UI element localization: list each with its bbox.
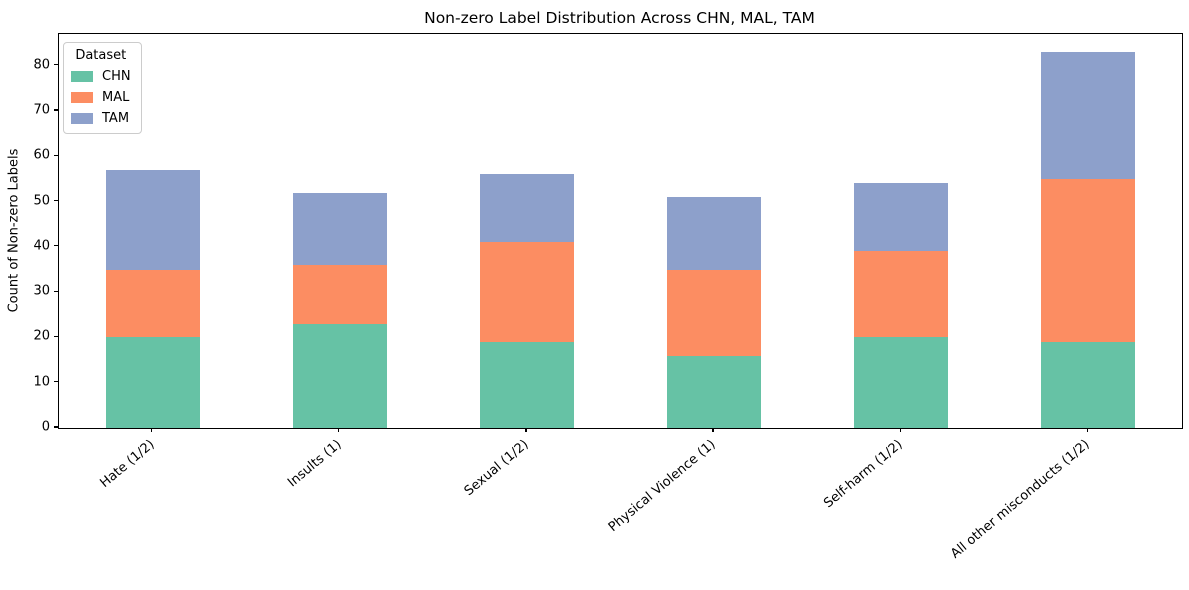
bar-segment-mal-0 [105, 269, 200, 338]
y-tick-mark [54, 335, 58, 337]
y-tick-label: 0 [41, 419, 50, 435]
bar-segment-mal-4 [854, 251, 949, 338]
x-tick-label: Sexual (1/2) [461, 437, 532, 500]
bar-segment-chn-5 [1041, 341, 1136, 428]
y-tick-mark [54, 199, 58, 202]
plot-area [58, 33, 1183, 429]
bar-segment-tam-3 [667, 197, 762, 270]
x-tick-label: Hate (1/2) [96, 437, 158, 491]
y-tick-mark [54, 381, 58, 383]
legend-item-mal: MAL [71, 90, 131, 105]
y-tick-mark [54, 109, 58, 111]
y-tick-mark [54, 154, 58, 156]
x-tick-mark [338, 428, 340, 432]
y-axis-label: Count of Non-zero Labels [6, 148, 22, 313]
legend: Dataset CHN MAL TAM [63, 42, 142, 134]
y-tick-label: 60 [33, 147, 50, 163]
legend-label: TAM [102, 111, 130, 126]
legend-items: CHN MAL TAM [71, 69, 131, 126]
y-tick-label: 70 [33, 102, 50, 118]
y-tick-mark [54, 245, 58, 247]
x-tick-label: All other misconducts (1/2) [948, 437, 1094, 562]
bar-segment-chn-3 [667, 355, 762, 428]
legend-label: CHN [102, 69, 131, 84]
x-tick-label: Insults (1) [284, 437, 345, 491]
y-tick-mark [54, 290, 58, 292]
bar-segment-tam-5 [1041, 52, 1136, 179]
y-tick-label: 50 [33, 193, 50, 209]
legend-swatch-icon [71, 92, 93, 103]
legend-item-tam: TAM [71, 111, 131, 126]
y-tick-mark [54, 64, 58, 66]
legend-swatch-icon [71, 71, 93, 82]
bar-segment-mal-3 [667, 269, 762, 356]
bar-segment-tam-2 [479, 174, 574, 243]
x-tick-mark [525, 428, 527, 432]
bar-segment-mal-2 [479, 242, 574, 342]
bar-segment-mal-5 [1041, 178, 1136, 342]
x-tick-mark [899, 428, 901, 432]
x-tick-mark [712, 428, 714, 432]
legend-title: Dataset [75, 48, 127, 63]
bar-segment-chn-1 [292, 323, 387, 428]
y-tick-label: 40 [33, 238, 50, 254]
bar-segment-chn-2 [479, 341, 574, 428]
bar-segment-chn-4 [854, 337, 949, 428]
bar-segment-chn-0 [105, 337, 200, 428]
legend-item-chn: CHN [71, 69, 131, 84]
bar-segment-tam-0 [105, 169, 200, 270]
y-tick-label: 20 [33, 328, 50, 344]
bar-segment-mal-1 [292, 264, 387, 324]
bar-segment-tam-4 [854, 183, 949, 252]
x-tick-label: Physical Violence (1) [605, 437, 719, 536]
y-tick-label: 30 [33, 283, 50, 299]
legend-swatch-icon [71, 113, 93, 124]
legend-label: MAL [102, 90, 130, 105]
x-tick-mark [1086, 428, 1088, 432]
x-tick-label: Self-harm (1/2) [821, 437, 906, 512]
bar-segment-tam-1 [292, 192, 387, 265]
y-tick-label: 80 [33, 57, 50, 73]
y-tick-label: 10 [33, 374, 50, 390]
y-tick-mark [54, 426, 58, 428]
x-tick-mark [150, 428, 153, 432]
chart-title: Non-zero Label Distribution Across CHN, … [424, 9, 815, 27]
